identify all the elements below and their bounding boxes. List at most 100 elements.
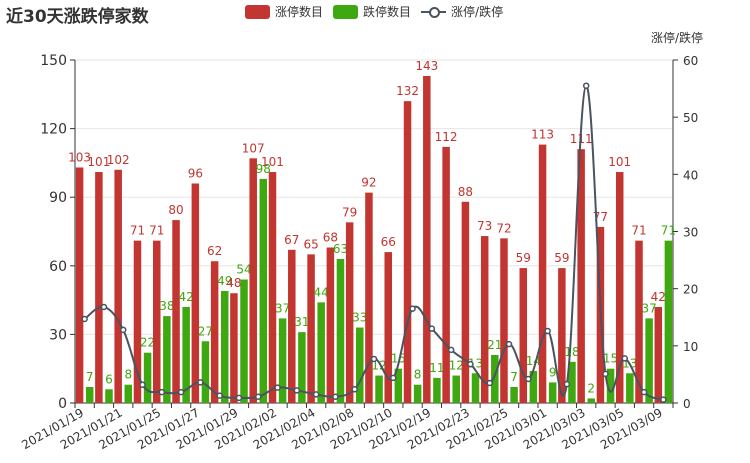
- bar-label-limit-down: 98: [256, 162, 271, 176]
- bar-label-limit-down: 21: [487, 338, 502, 352]
- chart-legend: 涨停数目 跌停数目 涨停/跌停: [245, 3, 503, 20]
- legend-item-ratio[interactable]: 涨停/跌停: [421, 3, 503, 20]
- legend-item-limit-down[interactable]: 跌停数目: [333, 3, 411, 20]
- bar-label-limit-down: 7: [510, 370, 518, 384]
- ratio-point: [235, 394, 243, 402]
- bar-limit-up: [172, 220, 180, 403]
- ratio-point: [119, 326, 127, 334]
- ratio-point: [158, 388, 166, 396]
- ratio-point: [467, 360, 474, 368]
- bar-label-limit-up: 96: [188, 166, 203, 180]
- bar-limit-down: [336, 258, 345, 403]
- bar-label-limit-down: 7: [86, 370, 94, 384]
- bar-label-limit-up: 48: [226, 276, 241, 290]
- bar-limit-up: [249, 158, 257, 403]
- bar-label-limit-up: 73: [477, 219, 492, 233]
- bar-limit-up: [268, 172, 277, 403]
- y-left-tick-label: 150: [40, 53, 67, 69]
- bar-label-limit-down: 15: [391, 352, 406, 366]
- ratio-point: [100, 303, 108, 311]
- bar-label-limit-up: 88: [458, 185, 473, 199]
- legend-item-limit-up[interactable]: 涨停数目: [245, 3, 323, 20]
- bar-limit-down: [548, 382, 557, 403]
- bar-label-limit-down: 38: [159, 299, 174, 313]
- bar-limit-down: [356, 327, 364, 403]
- bar-limit-up: [326, 247, 335, 403]
- bar-label-limit-down: 14: [526, 354, 541, 368]
- legend-swatch-limit-up: [245, 4, 270, 19]
- bar-label-limit-up: 67: [284, 233, 299, 247]
- ratio-point: [525, 375, 532, 383]
- bar-label-limit-down: 71: [661, 224, 676, 238]
- y-right-tick-label: 20: [683, 283, 698, 297]
- ratio-point: [640, 388, 648, 396]
- bar-label-limit-down: 33: [352, 311, 367, 325]
- bar-label-limit-down: 49: [217, 274, 232, 288]
- bar-label-limit-up: 101: [87, 155, 110, 169]
- ratio-point: [621, 355, 629, 362]
- bar-label-limit-up: 143: [415, 59, 438, 73]
- bar-label-limit-up: 71: [149, 224, 164, 238]
- bar-label-limit-down: 31: [294, 315, 309, 329]
- bar-label-limit-down: 8: [124, 368, 132, 382]
- ratio-point: [428, 325, 436, 332]
- bar-limit-up: [577, 149, 585, 403]
- ratio-point: [370, 355, 378, 363]
- bar-limit-down: [606, 368, 615, 403]
- ratio-point: [582, 82, 590, 89]
- bar-label-limit-down: 22: [140, 336, 155, 350]
- bar-limit-down: [278, 318, 287, 403]
- bar-limit-down: [201, 341, 210, 403]
- bar-limit-down: [394, 368, 403, 403]
- y-left-tick-label: 0: [58, 396, 67, 412]
- bar-label-limit-up: 72: [496, 221, 511, 235]
- bar-label-limit-up: 59: [554, 251, 569, 265]
- y-left-tick-label: 90: [49, 190, 67, 206]
- bar-limit-up: [538, 144, 547, 403]
- bar-limit-up: [95, 172, 103, 403]
- bar-limit-down: [664, 240, 673, 403]
- bar-limit-up: [558, 268, 566, 403]
- bar-limit-up: [442, 146, 450, 404]
- ratio-point: [197, 379, 204, 386]
- y-right-axis-name: 涨停/跌停: [651, 30, 703, 45]
- bar-limit-up: [423, 76, 431, 404]
- bar-label-limit-down: 9: [549, 365, 557, 379]
- bar-label-limit-up: 80: [168, 203, 183, 217]
- legend-label-ratio: 涨停/跌停: [451, 5, 504, 19]
- bar-limit-down: [568, 361, 576, 403]
- bar-label-limit-up: 42: [651, 290, 666, 304]
- y-left-tick-label: 30: [49, 327, 67, 343]
- bar-limit-up: [519, 268, 528, 403]
- bar-limit-up: [635, 240, 643, 403]
- bar-label-limit-up: 101: [608, 155, 631, 169]
- bar-label-limit-down: 8: [414, 368, 422, 382]
- bar-limit-down: [471, 373, 480, 403]
- bar-limit-down: [510, 386, 518, 403]
- bar-label-limit-up: 68: [323, 231, 338, 245]
- ratio-point: [447, 346, 455, 354]
- bar-limit-down: [163, 316, 171, 403]
- bar-label-limit-up: 71: [130, 224, 145, 238]
- bar-limit-up: [75, 167, 84, 403]
- ratio-point: [563, 380, 571, 388]
- ratio-point: [139, 381, 146, 388]
- bar-limit-up: [384, 252, 392, 403]
- y-right-tick-label: 50: [683, 111, 698, 125]
- legend-swatch-ratio: [421, 5, 447, 19]
- bar-limit-down: [433, 377, 441, 403]
- bar-limit-down: [317, 302, 325, 403]
- bar-limit-down: [413, 384, 422, 403]
- legend-label-limit-down: 跌停数目: [363, 5, 412, 19]
- ratio-point: [390, 374, 397, 382]
- bar-label-limit-up: 62: [207, 244, 222, 258]
- bar-limit-down: [452, 375, 460, 403]
- bar-label-limit-down: 6: [105, 372, 113, 386]
- bar-label-limit-down: 18: [564, 345, 579, 359]
- bar-limit-up: [288, 249, 296, 403]
- bar-label-limit-up: 65: [303, 237, 318, 251]
- bar-label-limit-down: 42: [179, 290, 194, 304]
- ratio-point: [660, 396, 667, 403]
- bar-limit-up: [307, 254, 315, 403]
